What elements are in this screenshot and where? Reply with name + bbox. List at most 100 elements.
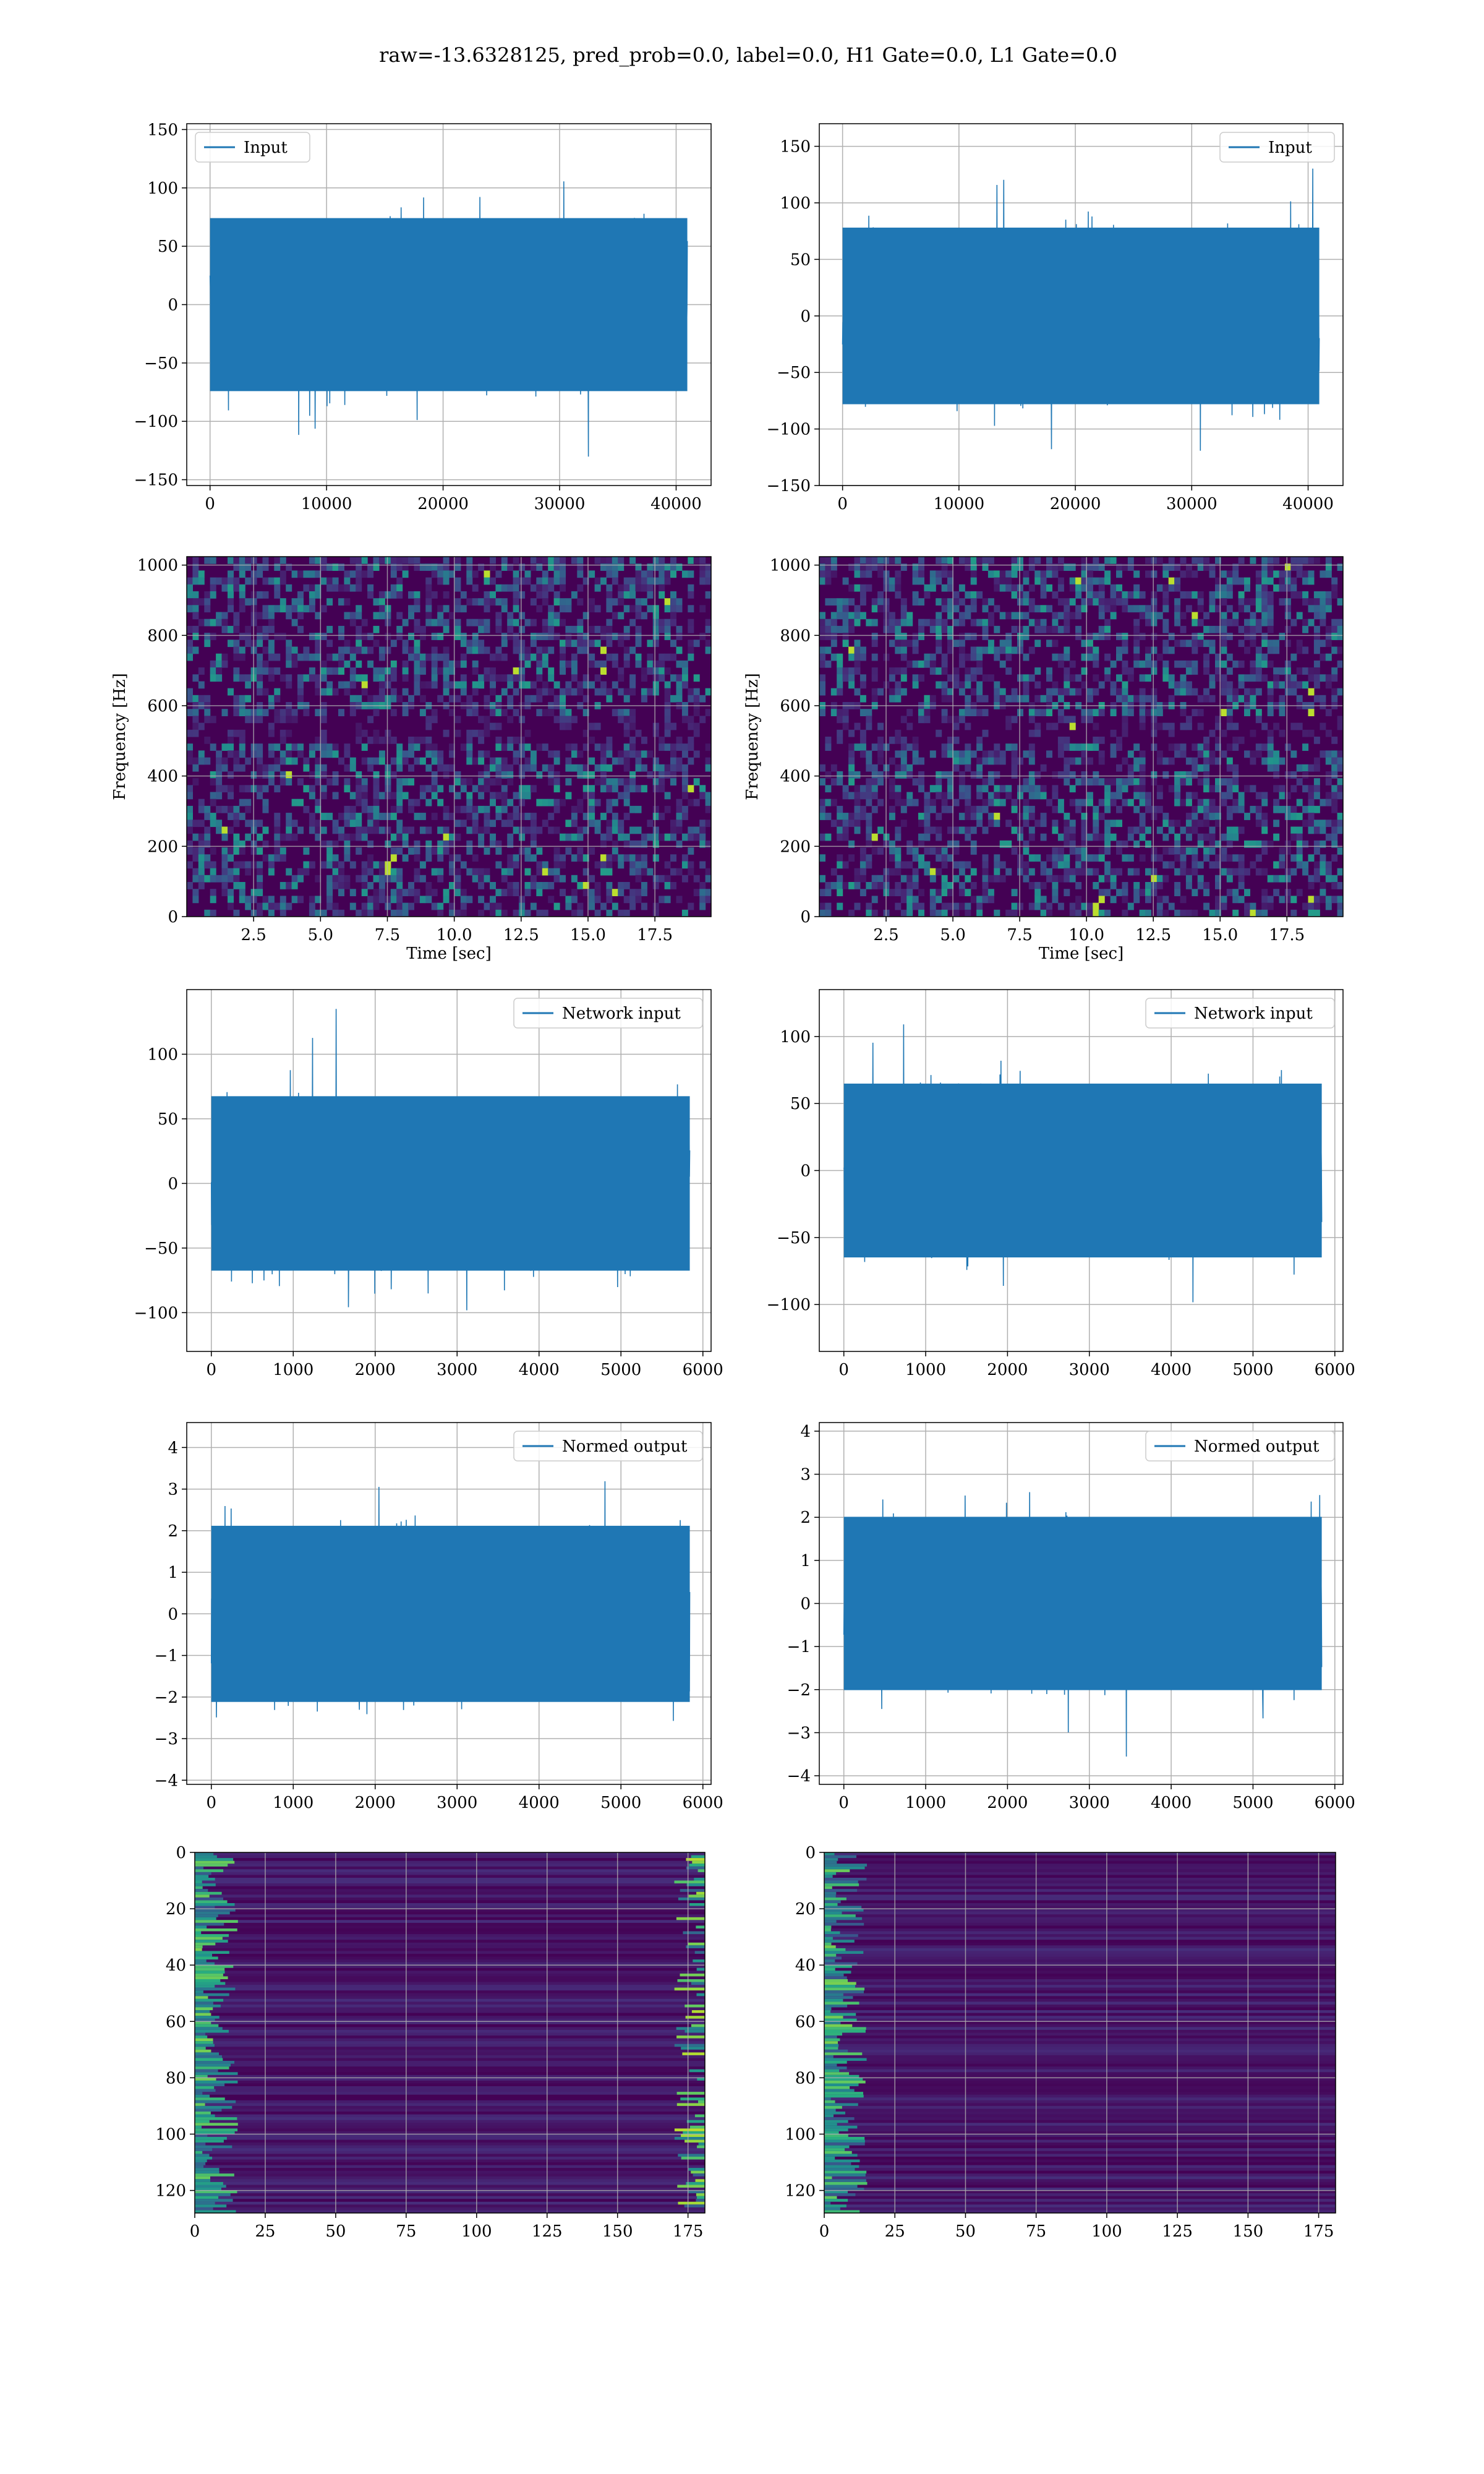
y-tick-label: 4 xyxy=(168,1439,178,1457)
y-tick-label: −50 xyxy=(777,364,811,382)
y-tick-label: 150 xyxy=(780,138,811,156)
y-tick-label: 200 xyxy=(147,837,178,856)
legend: Normed output xyxy=(1145,1431,1335,1462)
y-tick-label: 40 xyxy=(795,1956,816,1975)
x-tick-label: 125 xyxy=(532,2222,563,2241)
y-tick-label: 600 xyxy=(780,697,811,716)
y-tick-label: 50 xyxy=(158,1110,178,1129)
x-tick-label: 12.5 xyxy=(1135,926,1171,944)
axes-frame xyxy=(186,989,712,1352)
x-tick-label: 40000 xyxy=(650,495,702,513)
heatmap-cells xyxy=(824,1852,1336,2213)
y-tick-label: 800 xyxy=(147,627,178,645)
figure-title: raw=-13.6328125, pred_prob=0.0, label=0.… xyxy=(379,43,1117,67)
x-tick-label: 75 xyxy=(396,2222,416,2241)
y-tick-label: 100 xyxy=(147,1045,178,1064)
x-tick-label: 75 xyxy=(1026,2222,1046,2241)
x-tick-label: 0 xyxy=(837,495,848,513)
panel-feat-h1: 0 25 50 75 100 125 150 175 0 20 40 60 80 100 120 xyxy=(155,1844,706,2241)
x-tick-label: 10.0 xyxy=(1068,926,1104,944)
y-tick-label: −100 xyxy=(767,421,811,439)
x-tick-label: 175 xyxy=(673,2222,704,2241)
x-tick-label: 50 xyxy=(955,2222,976,2241)
panel-feat-l1: 0 25 50 75 100 125 150 175 0 20 40 60 80 100 120 xyxy=(785,1844,1336,2241)
x-tick-label: 2000 xyxy=(987,1794,1028,1812)
x-tick-label: 0 xyxy=(206,1361,216,1379)
x-tick-label: 125 xyxy=(1162,2222,1193,2241)
x-tick-label: 2000 xyxy=(355,1794,396,1812)
x-tick-label: 175 xyxy=(1303,2222,1334,2241)
x-tick-label: 5.0 xyxy=(940,926,965,944)
x-tick-label: 0 xyxy=(190,2222,200,2241)
x-tick-label: 25 xyxy=(255,2222,275,2241)
y-tick-label: 400 xyxy=(780,768,811,786)
y-tick-label: −150 xyxy=(134,471,178,490)
heatmap-cells xyxy=(819,557,1343,917)
legend-label: Input xyxy=(244,139,288,157)
y-tick-label: 120 xyxy=(785,2182,816,2201)
y-tick-label: 100 xyxy=(155,2125,186,2144)
y-tick-label: 1 xyxy=(168,1564,178,1582)
y-tick-label: 60 xyxy=(166,2013,186,2031)
x-tick-label: 17.5 xyxy=(1269,926,1305,944)
y-tick-label: 400 xyxy=(147,768,178,786)
y-tick-label: 1 xyxy=(800,1552,811,1570)
x-axis-label: Time [sec] xyxy=(406,944,492,963)
x-tick-label: 1000 xyxy=(273,1361,313,1379)
x-tick-label: 7.5 xyxy=(375,926,400,944)
y-tick-label: 0 xyxy=(800,1162,811,1181)
x-tick-label: 0 xyxy=(205,495,215,513)
x-axis-label: Time [sec] xyxy=(1039,944,1124,963)
legend-box xyxy=(513,1431,703,1462)
y-tick-label: 0 xyxy=(168,1605,178,1624)
y-tick-label: 60 xyxy=(795,2013,816,2031)
x-tick-label: 4000 xyxy=(1151,1794,1192,1812)
x-tick-label: 5000 xyxy=(600,1794,641,1812)
y-tick-label: 2 xyxy=(168,1522,178,1541)
y-tick-label: 40 xyxy=(166,1956,186,1975)
x-tick-label: 40000 xyxy=(1282,495,1334,513)
legend-box xyxy=(513,998,703,1029)
x-tick-label: 2000 xyxy=(355,1361,396,1379)
panel-input-h1: Input 0 10000 20000 30000 40000 −150 −100 −50 0 50… xyxy=(134,121,712,513)
legend-box xyxy=(1145,1431,1335,1462)
y-tick-label: 200 xyxy=(780,837,811,856)
y-tick-label: 20 xyxy=(166,1900,186,1919)
x-tick-label: 12.5 xyxy=(503,926,539,944)
y-tick-label: −1 xyxy=(787,1638,811,1656)
y-tick-label: 0 xyxy=(800,1595,811,1614)
x-tick-label: 15.0 xyxy=(1202,926,1238,944)
y-tick-label: −1 xyxy=(155,1647,178,1666)
x-tick-label: 5000 xyxy=(1232,1794,1273,1812)
y-axis-label: Frequency [Hz] xyxy=(743,673,762,800)
y-tick-label: 0 xyxy=(168,1175,178,1193)
y-tick-label: 80 xyxy=(795,2069,816,2087)
y-tick-label: 50 xyxy=(790,1095,811,1113)
panel-spec-l1: 2.5 5.0 7.5 10.0 12.5 15.0 17.5 0 200 400 600 800 10… xyxy=(743,556,1344,963)
x-tick-label: 30000 xyxy=(534,495,586,513)
y-tick-label: 50 xyxy=(790,250,811,269)
series-fill xyxy=(843,1517,1322,1690)
x-tick-label: 4000 xyxy=(519,1361,560,1379)
y-tick-label: 2 xyxy=(800,1509,811,1527)
y-tick-label: 0 xyxy=(800,307,811,326)
y-tick-label: −2 xyxy=(787,1681,811,1700)
y-tick-label: −3 xyxy=(155,1730,178,1748)
y-tick-label: 800 xyxy=(780,627,811,645)
legend-label: Network input xyxy=(562,1004,681,1023)
x-tick-label: 1000 xyxy=(905,1361,946,1379)
x-tick-label: 6000 xyxy=(683,1361,723,1379)
y-tick-label: 20 xyxy=(795,1900,816,1919)
series-fill xyxy=(210,218,688,392)
x-tick-label: 150 xyxy=(602,2222,633,2241)
y-tick-label: 0 xyxy=(168,908,178,927)
heatmap-cells xyxy=(187,557,711,917)
y-tick-label: 100 xyxy=(785,2125,816,2144)
x-tick-label: 6000 xyxy=(683,1794,723,1812)
y-tick-label: 0 xyxy=(168,296,178,315)
x-tick-label: 10.0 xyxy=(437,926,472,944)
y-tick-label: 80 xyxy=(166,2069,186,2087)
y-tick-label: 150 xyxy=(147,121,178,139)
x-tick-label: 150 xyxy=(1233,2222,1264,2241)
